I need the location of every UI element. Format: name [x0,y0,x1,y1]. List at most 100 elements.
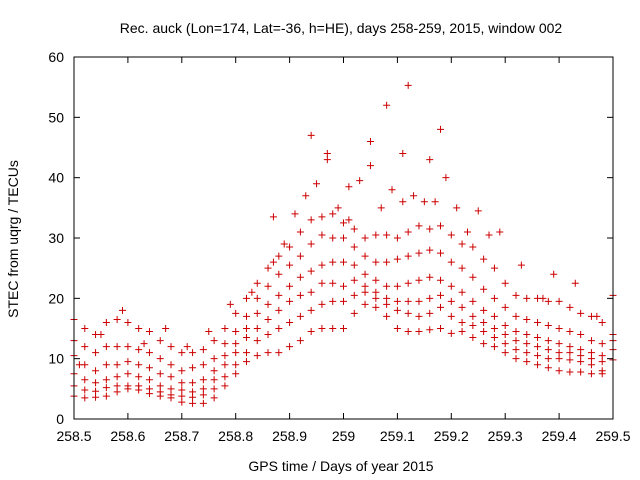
data-point [232,370,240,378]
data-point [145,364,153,372]
data-point [512,312,520,320]
data-point [135,382,143,390]
data-point [404,252,412,260]
data-point [135,346,143,354]
data-point [329,258,337,266]
data-point [447,329,455,337]
data-point [318,279,326,287]
data-point [296,312,304,320]
data-point [329,279,337,287]
data-point [587,337,595,345]
data-point [366,162,374,170]
data-point [167,373,175,381]
data-point [404,328,412,336]
data-point [393,282,401,290]
data-point [242,312,250,320]
data-point [447,282,455,290]
data-point [296,291,304,299]
data-point [221,361,229,369]
data-point [199,376,207,384]
data-point [242,325,250,332]
data-point [598,340,606,348]
axis-ticks [73,56,614,420]
data-point [410,192,418,200]
data-point [372,231,380,239]
data-point [145,328,153,336]
data-point [523,340,531,348]
data-point [280,240,288,248]
data-point [323,150,331,158]
data-point [232,309,240,317]
data-point [124,318,132,326]
data-point [178,398,186,406]
data-point [329,325,337,332]
data-point [340,297,347,305]
x-tick-label: 259.1 [380,428,415,444]
data-point [253,294,261,302]
data-point [162,325,170,332]
data-point [393,255,401,263]
data-point [124,382,132,390]
data-point [598,318,606,326]
data-point [264,300,272,308]
data-point [318,300,326,308]
data-point [178,367,186,375]
data-point [539,294,547,302]
data-point [221,382,229,390]
data-point [437,325,445,332]
data-point [420,198,428,206]
data-point [463,228,471,236]
data-point [113,343,121,351]
data-point [135,325,143,332]
data-point [145,385,153,393]
data-point [113,382,121,390]
data-point [469,312,477,320]
data-point [458,288,466,296]
data-point [426,309,434,317]
x-tick-label: 258.5 [56,428,91,444]
data-point [113,373,121,381]
data-point [534,343,542,351]
chart-title: Rec. auck (Lon=174, Lat=-36, h=HE), days… [120,20,563,36]
data-point [81,325,89,332]
data-point [323,156,331,164]
data-point [199,361,207,369]
data-point [490,264,498,272]
data-point [555,340,563,348]
data-point [350,261,358,269]
data-point [102,376,110,384]
data-point [253,279,261,287]
data-point [480,328,488,336]
data-point [469,334,477,342]
data-point [404,81,412,89]
data-point [501,303,509,311]
data-point [102,361,110,369]
data-point [587,355,595,363]
data-point [512,291,520,299]
data-point [469,243,477,251]
x-tick-labels: 258.5 258.6 258.7 258.8 258.9 259 259.1 259.2 25… [56,428,630,444]
data-point [458,318,466,326]
data-point [318,325,326,332]
data-point [296,273,304,281]
data-point [372,303,380,311]
data-point [437,291,445,299]
data-point [286,282,294,290]
data-point [447,297,455,305]
data-point [501,349,509,357]
data-point [145,349,153,357]
data-point [275,291,283,299]
data-point [490,294,498,302]
data-point [242,334,250,342]
data-point [534,334,542,342]
data-point [286,261,294,269]
data-point [350,243,358,251]
data-point [469,297,477,305]
data-point [242,294,250,302]
data-point [361,270,369,278]
data-point [199,346,207,354]
data-point [178,392,186,400]
data-point [393,297,401,305]
data-point [334,204,342,212]
data-point [534,318,542,326]
